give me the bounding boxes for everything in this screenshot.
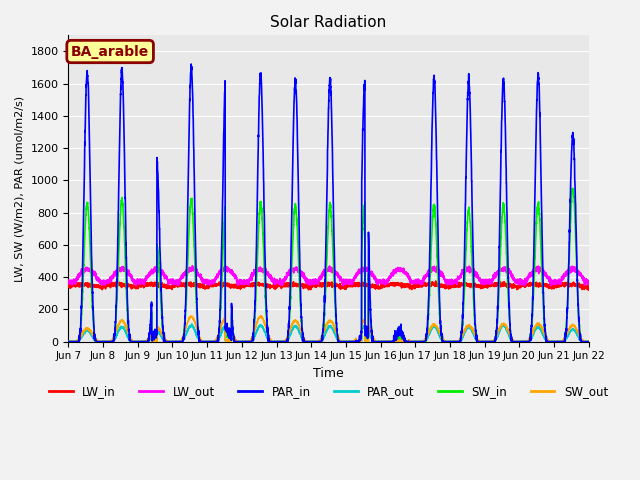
PAR_out — [584, 339, 592, 345]
PAR_out — [475, 338, 483, 344]
X-axis label: Time: Time — [313, 367, 344, 380]
SW_in — [585, 339, 593, 345]
SW_in — [445, 339, 452, 345]
PAR_out — [445, 339, 453, 345]
Y-axis label: LW, SW (W/m2), PAR (umol/m2/s): LW, SW (W/m2), PAR (umol/m2/s) — [15, 96, 25, 282]
PAR_in — [188, 61, 195, 67]
SW_in — [158, 315, 166, 321]
SW_out — [417, 339, 424, 345]
SW_out — [309, 339, 317, 345]
LW_in — [416, 282, 424, 288]
LW_out — [189, 263, 196, 269]
LW_out — [158, 268, 166, 274]
SW_out — [257, 313, 264, 319]
Legend: LW_in, LW_out, PAR_in, PAR_out, SW_in, SW_out: LW_in, LW_out, PAR_in, PAR_out, SW_in, S… — [44, 381, 613, 403]
SW_in — [584, 339, 592, 345]
PAR_out — [65, 339, 72, 345]
PAR_out — [158, 335, 166, 341]
PAR_in — [475, 339, 483, 345]
PAR_out — [309, 339, 317, 345]
LW_in — [445, 285, 453, 290]
PAR_out — [188, 321, 196, 327]
LW_in — [65, 283, 72, 289]
Line: LW_out: LW_out — [68, 266, 589, 286]
LW_in — [584, 283, 592, 288]
SW_out — [584, 339, 592, 345]
SW_out — [445, 339, 453, 345]
LW_out — [65, 278, 72, 284]
SW_in — [65, 339, 72, 345]
Line: LW_in: LW_in — [68, 281, 589, 290]
PAR_out — [417, 339, 424, 345]
PAR_in — [445, 339, 453, 345]
SW_in — [474, 338, 482, 344]
PAR_in — [65, 339, 72, 345]
LW_out — [132, 283, 140, 289]
Text: BA_arable: BA_arable — [71, 45, 149, 59]
LW_out — [584, 281, 592, 287]
LW_in — [309, 283, 317, 288]
SW_in — [309, 339, 317, 345]
PAR_in — [584, 339, 592, 345]
SW_out — [585, 339, 593, 345]
LW_out — [585, 280, 593, 286]
PAR_in — [158, 303, 166, 309]
LW_in — [158, 282, 166, 288]
LW_in — [584, 287, 592, 293]
PAR_in — [309, 339, 317, 345]
SW_out — [475, 338, 483, 344]
LW_out — [445, 277, 453, 283]
SW_out — [158, 331, 166, 336]
Line: SW_in: SW_in — [68, 189, 589, 342]
SW_in — [416, 339, 424, 345]
Line: PAR_in: PAR_in — [68, 64, 589, 342]
Line: PAR_out: PAR_out — [68, 324, 589, 342]
Line: SW_out: SW_out — [68, 316, 589, 342]
LW_in — [475, 282, 483, 288]
SW_in — [569, 186, 577, 192]
LW_in — [432, 278, 440, 284]
LW_out — [309, 279, 317, 285]
PAR_in — [585, 339, 593, 345]
LW_out — [417, 279, 424, 285]
LW_out — [475, 276, 483, 282]
Title: Solar Radiation: Solar Radiation — [271, 15, 387, 30]
PAR_in — [417, 339, 424, 345]
SW_out — [65, 339, 72, 345]
LW_in — [585, 284, 593, 290]
PAR_out — [585, 339, 593, 345]
